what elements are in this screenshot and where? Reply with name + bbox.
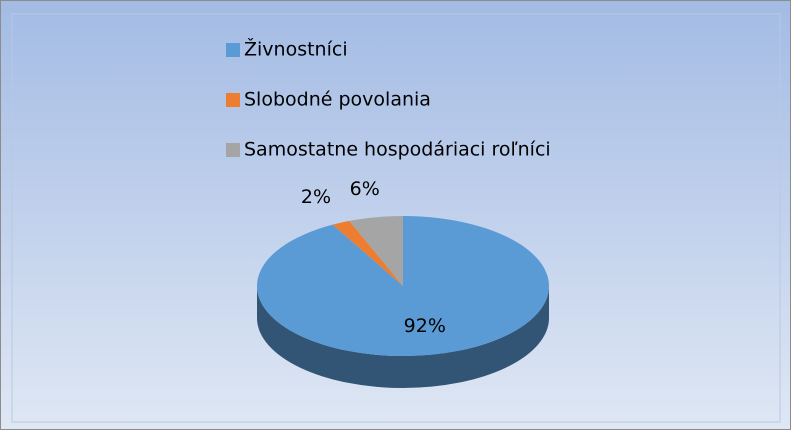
legend-swatch: [226, 43, 240, 57]
legend-swatch: [226, 93, 240, 107]
data-label: 2%: [301, 186, 331, 208]
slice: [332, 220, 403, 286]
legend-label: Slobodné povolania: [244, 89, 431, 111]
legend-swatch: [226, 143, 240, 157]
data-label: 92%: [404, 315, 446, 337]
data-label: 6%: [350, 178, 380, 200]
slice: [349, 216, 403, 286]
slice: [257, 216, 550, 356]
plot-frame: [11, 13, 781, 423]
legend-label: Samostatne hospodáriaci roľníci: [244, 139, 551, 161]
legend-label: Živnostníci: [244, 38, 348, 61]
slice-side: [257, 286, 549, 388]
